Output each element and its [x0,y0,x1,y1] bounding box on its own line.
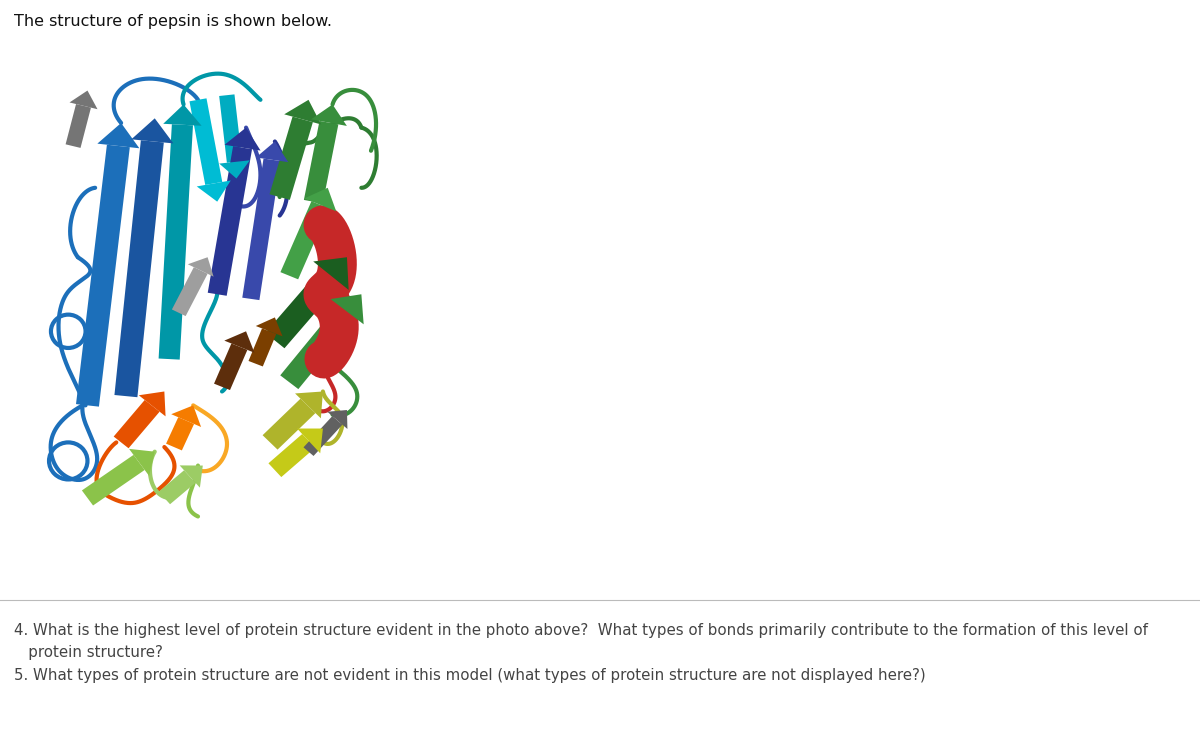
Polygon shape [70,90,97,109]
Polygon shape [305,188,336,211]
Polygon shape [172,267,208,316]
Polygon shape [97,123,139,148]
Polygon shape [166,417,194,451]
Polygon shape [158,124,193,359]
Text: The structure of pepsin is shown below.: The structure of pepsin is shown below. [14,14,332,29]
Polygon shape [281,305,356,389]
Polygon shape [214,343,247,390]
Polygon shape [172,405,202,427]
Polygon shape [248,328,276,367]
Polygon shape [131,118,173,144]
Polygon shape [139,391,166,416]
Polygon shape [220,94,242,163]
Polygon shape [208,146,252,296]
Polygon shape [330,295,364,324]
Polygon shape [66,104,91,148]
Polygon shape [284,100,322,125]
Polygon shape [114,140,164,397]
Polygon shape [304,121,338,203]
Polygon shape [313,257,349,290]
Polygon shape [242,159,281,300]
Polygon shape [130,449,155,476]
Polygon shape [158,470,196,504]
Polygon shape [265,268,341,348]
Polygon shape [190,98,222,185]
Polygon shape [163,104,202,126]
Polygon shape [76,144,130,407]
Polygon shape [224,128,260,151]
Polygon shape [256,141,288,162]
Polygon shape [256,317,282,336]
Text: protein structure?: protein structure? [14,645,163,660]
Polygon shape [197,181,230,202]
Polygon shape [298,429,323,453]
Polygon shape [304,416,342,456]
Text: 4. What is the highest level of protein structure evident in the photo above?  W: 4. What is the highest level of protein … [14,623,1148,638]
Text: 5. What types of protein structure are not evident in this model (what types of : 5. What types of protein structure are n… [14,668,925,683]
Polygon shape [188,257,214,277]
Polygon shape [224,331,254,353]
Polygon shape [220,160,250,179]
Polygon shape [270,117,313,200]
Polygon shape [328,410,348,429]
Polygon shape [82,455,145,505]
Polygon shape [114,400,160,448]
Polygon shape [180,465,203,488]
Polygon shape [281,201,329,279]
Polygon shape [311,104,347,126]
Polygon shape [295,391,323,418]
Polygon shape [269,434,316,477]
Polygon shape [263,399,316,450]
